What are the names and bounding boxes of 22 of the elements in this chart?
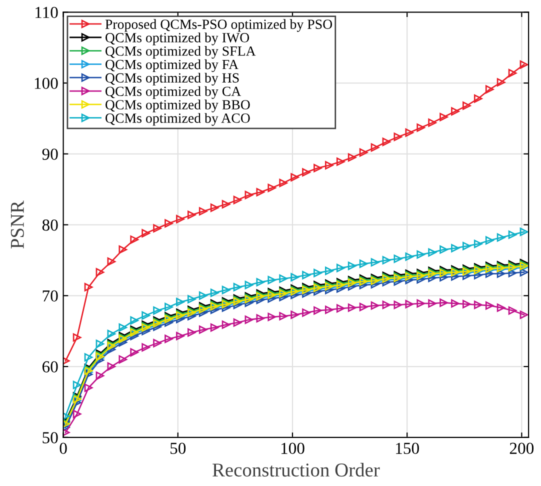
legend-label: QCMs optimized by BBO	[106, 100, 250, 112]
legend-label: QCMs optimized by IWO	[106, 32, 250, 46]
x-tick-label: 100	[281, 442, 304, 454]
y-tick-label: 90	[42, 148, 58, 160]
legend-label: QCMs optimized by CA	[106, 86, 242, 99]
x-tick-label: 150	[396, 442, 419, 454]
y-tick-label: 70	[42, 290, 58, 302]
x-axis-title: Reconstruction Order	[212, 462, 380, 477]
y-tick-label: 100	[34, 78, 58, 89]
x-tick-label: 0	[60, 442, 67, 454]
x-tick-label: 50	[170, 442, 186, 454]
legend-label: QCMs optimized by HS	[106, 72, 239, 86]
y-tick-label: 50	[42, 432, 58, 444]
y-tick-label: 110	[36, 6, 58, 18]
y-tick-label: 60	[42, 361, 58, 372]
legend-label: QCMs optimized by SFLA	[106, 46, 256, 59]
y-tick-label: 80	[42, 219, 58, 231]
x-tick-label: 200	[510, 442, 534, 454]
y-axis-title: PSNR	[10, 200, 24, 249]
legend-label: QCMs optimized by FA	[106, 59, 238, 72]
legend-label: Proposed QCMs-PSO optimized by PSO	[105, 19, 332, 32]
legend-label: QCMs optimized by ACO	[106, 113, 250, 126]
